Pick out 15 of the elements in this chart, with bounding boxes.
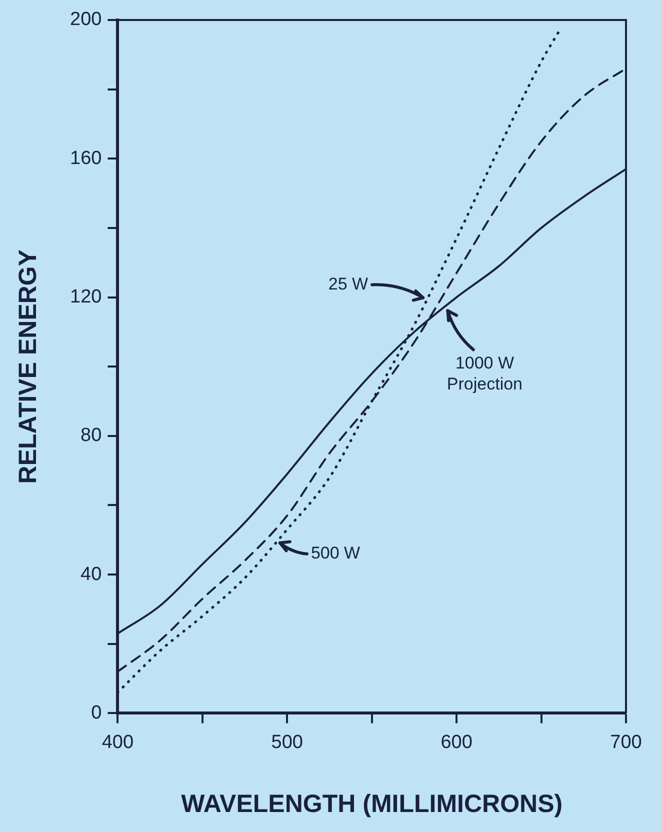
x-tick-label: 700 <box>610 732 642 753</box>
annotation: 25 W <box>328 274 368 294</box>
y-tick-label: 80 <box>80 425 102 446</box>
y-tick-label: 0 <box>91 702 102 724</box>
x-tick-label: 600 <box>440 732 472 753</box>
annotation: 500 W <box>310 544 360 563</box>
y-tick-label: 40 <box>80 564 102 585</box>
y-tick-label: 200 <box>70 9 102 30</box>
y-tick-label: 120 <box>70 286 102 308</box>
x-axis-title: WAVELENGTH (MILLIMICRONS) <box>181 790 563 818</box>
annotation: 1000 W Projection <box>446 353 523 394</box>
y-tick-label: 160 <box>70 148 102 169</box>
x-tick-label: 500 <box>271 732 303 753</box>
x-tick-label: 400 <box>102 732 134 753</box>
y-axis-title: RELATIVE ENERGY <box>14 249 42 484</box>
